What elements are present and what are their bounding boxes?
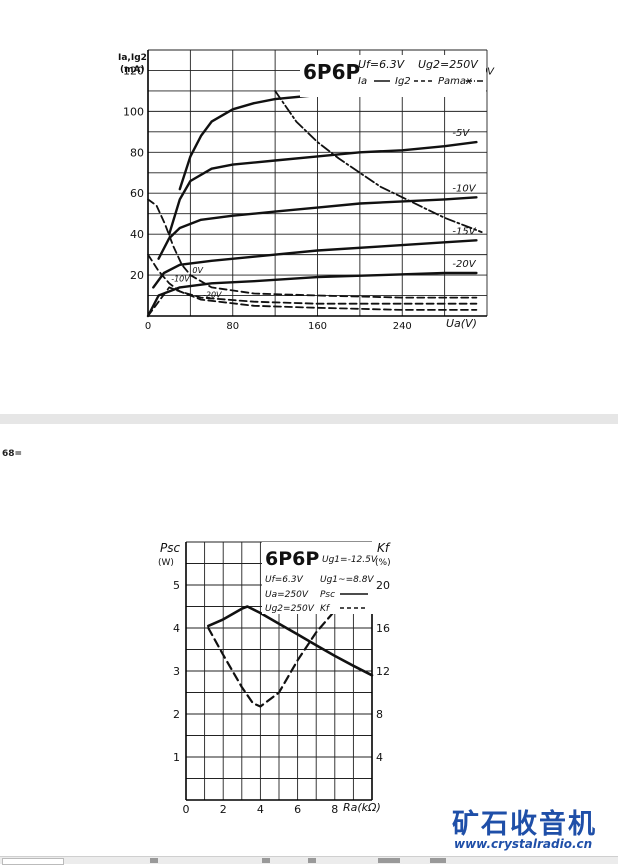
chart1-y-unit: (mA) bbox=[120, 65, 145, 75]
chart2-legend-psc: Psc bbox=[320, 590, 335, 600]
chart2-right-tick-label: 4 bbox=[376, 751, 383, 764]
watermark-brand-text: 矿石收音机 bbox=[452, 809, 597, 840]
chart1-series-line-1 bbox=[168, 140, 478, 236]
chart1-curve-label: -15V bbox=[452, 226, 476, 237]
chart1-ig2-label: 0V bbox=[192, 266, 203, 275]
chart2-condition-ua: Ua=250V bbox=[265, 590, 309, 600]
chart1-x-tick-label: 240 bbox=[393, 321, 412, 332]
chart1-condition-uf: Uf=6.3V bbox=[358, 58, 406, 71]
watermark-logo: 矿石收音机 www.crystalradio.cn bbox=[452, 800, 618, 856]
layout-icon[interactable] bbox=[430, 858, 446, 863]
chart1-series-line-3 bbox=[152, 239, 478, 289]
chart1-curve-label: -20V bbox=[452, 259, 476, 270]
chart1-series-line-7 bbox=[147, 286, 478, 317]
page-divider bbox=[0, 414, 618, 424]
chart2-x-tick-label: 0 bbox=[183, 803, 190, 816]
chart1-y-tick-label: 60 bbox=[130, 187, 144, 200]
chart1-ig2-label: -20V bbox=[203, 291, 222, 300]
chart2-legend-kf: Kf bbox=[320, 604, 331, 614]
chart1-series-line-2 bbox=[157, 196, 478, 260]
chart2-x-tick-label: 2 bbox=[220, 803, 227, 816]
chart1-ticks: 0 80 160 240 20 40 60 80 100 120 bbox=[123, 64, 412, 332]
chart1-curve-label: -10V bbox=[452, 183, 476, 194]
chart1-legend-box bbox=[300, 55, 486, 97]
chart1-series-line-6 bbox=[147, 253, 478, 305]
chart2-right-tick-label: 20 bbox=[376, 579, 390, 592]
chart2-x-tick-label: 4 bbox=[257, 803, 264, 816]
chart2-condition-ug1-ac: Ug1~=8.8V bbox=[320, 575, 374, 585]
chart2-condition-ug2: Ug2=250V bbox=[265, 604, 315, 614]
chart2-left-axis-label: Psc bbox=[160, 541, 180, 555]
chart2-condition-ug1: Ug1=-12.5V bbox=[322, 555, 378, 565]
page-icon[interactable] bbox=[150, 858, 158, 863]
chart2-left-tick-label: 2 bbox=[173, 708, 180, 721]
chart2-title: 6P6P bbox=[265, 548, 319, 570]
chart2-right-tick-label: 8 bbox=[376, 708, 383, 721]
fit-icon[interactable] bbox=[262, 858, 270, 863]
chart2-left-tick-label: 4 bbox=[173, 622, 180, 635]
chart1-legend-ia: Ia bbox=[358, 76, 367, 87]
chart1-x-tick-label: 160 bbox=[308, 321, 327, 332]
chart2-condition-uf: Uf=6.3V bbox=[265, 575, 304, 585]
zoom-icon[interactable] bbox=[308, 858, 316, 863]
page-number-fragment: 68= bbox=[2, 449, 23, 459]
chart1-y-tick-label: 80 bbox=[130, 146, 144, 159]
page-input-box[interactable] bbox=[2, 858, 64, 865]
chart1-y-tick-label: 100 bbox=[123, 105, 144, 118]
chart1-series-line-5 bbox=[147, 198, 478, 299]
chart2-left-tick-label: 5 bbox=[173, 579, 180, 592]
chart1-axes bbox=[147, 50, 487, 317]
chart2-left-tick-label: 1 bbox=[173, 751, 180, 764]
chart1-y-tick-label: 40 bbox=[130, 228, 144, 241]
chart1-legend-ig2: Ig2 bbox=[395, 76, 411, 87]
chart1-series bbox=[146, 79, 483, 318]
chart1-condition-ug2: Ug2=250V bbox=[418, 58, 479, 71]
chart2-legend-box bbox=[262, 542, 374, 614]
chart2-right-axis-unit: (%) bbox=[375, 558, 391, 568]
chart1-y-tick-label: 20 bbox=[130, 269, 144, 282]
chart1-x-label: Ua(V) bbox=[446, 317, 477, 330]
chart2-left-axis-unit: (W) bbox=[158, 558, 174, 568]
chart1-legend-pamax: Pamax bbox=[438, 76, 472, 87]
chart1-curve-label: -5V bbox=[452, 128, 470, 139]
chart2-right-tick-label: 16 bbox=[376, 622, 390, 635]
chart1-title: 6P6P bbox=[303, 60, 360, 84]
chart1-series-line-8 bbox=[274, 90, 483, 233]
chart1-x-tick-label: 0 bbox=[145, 321, 151, 332]
chart1-y-label: Ia,Ig2 bbox=[118, 53, 147, 63]
chart2-series-line-psc bbox=[207, 605, 374, 677]
chart1-ig2-label: -10V bbox=[171, 274, 190, 283]
chart2-x-tick-label: 8 bbox=[331, 803, 338, 816]
chart2-x-label: Ra(kΩ) bbox=[343, 801, 381, 814]
chart2-right-axis-label: Kf bbox=[377, 541, 391, 555]
view-mode-icon[interactable] bbox=[378, 858, 400, 863]
watermark-url: www.crystalradio.cn bbox=[454, 837, 593, 851]
chart1-y-tick-label: 120 bbox=[123, 64, 144, 77]
chart2-right-tick-label: 12 bbox=[376, 665, 390, 678]
chart2-left-tick-label: 3 bbox=[173, 665, 180, 678]
chart2-x-tick-label: 6 bbox=[294, 803, 301, 816]
chart1-x-tick-label: 80 bbox=[226, 321, 239, 332]
